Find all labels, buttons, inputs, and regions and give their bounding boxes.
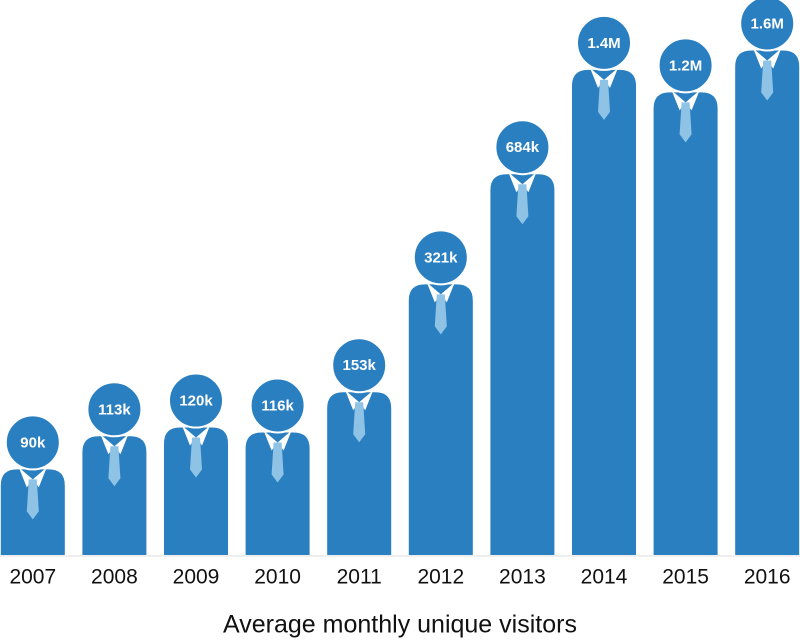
collar (345, 390, 374, 411)
tie (516, 184, 529, 225)
x-tick-label: 2014 (581, 566, 628, 589)
tie (108, 446, 121, 487)
bar (490, 174, 555, 555)
tie (26, 479, 39, 520)
value-label: 1.6M (751, 15, 784, 32)
x-tick-label: 2008 (91, 566, 138, 589)
head (4, 414, 61, 471)
x-tick-label: 2015 (662, 566, 709, 589)
tie (598, 79, 610, 120)
bar (408, 284, 473, 555)
head (739, 0, 796, 52)
bar (653, 92, 718, 555)
value-label: 1.4M (587, 35, 620, 52)
bar (735, 50, 800, 555)
bar (327, 392, 392, 555)
x-tick-label: 2010 (254, 566, 301, 589)
value-label: 113k (98, 401, 131, 418)
collar (753, 48, 782, 69)
x-tick-label: 2013 (499, 566, 546, 589)
x-tick-label: 2016 (744, 566, 791, 589)
head (331, 337, 388, 394)
bar (245, 432, 310, 555)
collar (671, 90, 700, 111)
x-tick-label: 2009 (173, 566, 220, 589)
head (494, 119, 551, 176)
tie (190, 437, 202, 478)
head (168, 372, 224, 429)
tie (761, 60, 774, 101)
collar (426, 282, 455, 303)
bar (82, 436, 147, 555)
collar (263, 430, 292, 451)
collar (182, 425, 210, 446)
value-label: 153k (343, 357, 377, 374)
value-label: 90k (20, 434, 46, 451)
collar (508, 172, 537, 193)
x-tick-label: 2012 (417, 566, 464, 589)
head (412, 229, 469, 286)
value-label: 321k (424, 249, 458, 266)
value-label: 120k (179, 393, 213, 410)
value-label: 116k (261, 397, 294, 414)
head (86, 381, 143, 438)
value-label: 1.2M (669, 57, 702, 74)
bar (572, 69, 636, 555)
chart-title: Average monthly unique visitors (223, 611, 577, 639)
tie (434, 294, 447, 335)
head (249, 377, 306, 434)
tie (353, 402, 366, 443)
tie (271, 442, 284, 483)
head (576, 14, 632, 71)
collar (100, 434, 129, 455)
collar (18, 467, 47, 488)
bar (164, 427, 228, 555)
x-tick-label: 2007 (9, 566, 56, 589)
tie (679, 102, 692, 143)
collar (590, 67, 618, 88)
value-label: 684k (506, 139, 540, 156)
x-tick-label: 2011 (337, 566, 382, 589)
head (657, 37, 714, 94)
